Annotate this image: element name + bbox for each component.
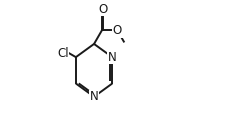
Text: O: O bbox=[97, 3, 107, 16]
Text: N: N bbox=[89, 90, 98, 103]
Text: Cl: Cl bbox=[57, 47, 68, 60]
Text: N: N bbox=[107, 51, 116, 64]
Text: O: O bbox=[112, 24, 122, 37]
